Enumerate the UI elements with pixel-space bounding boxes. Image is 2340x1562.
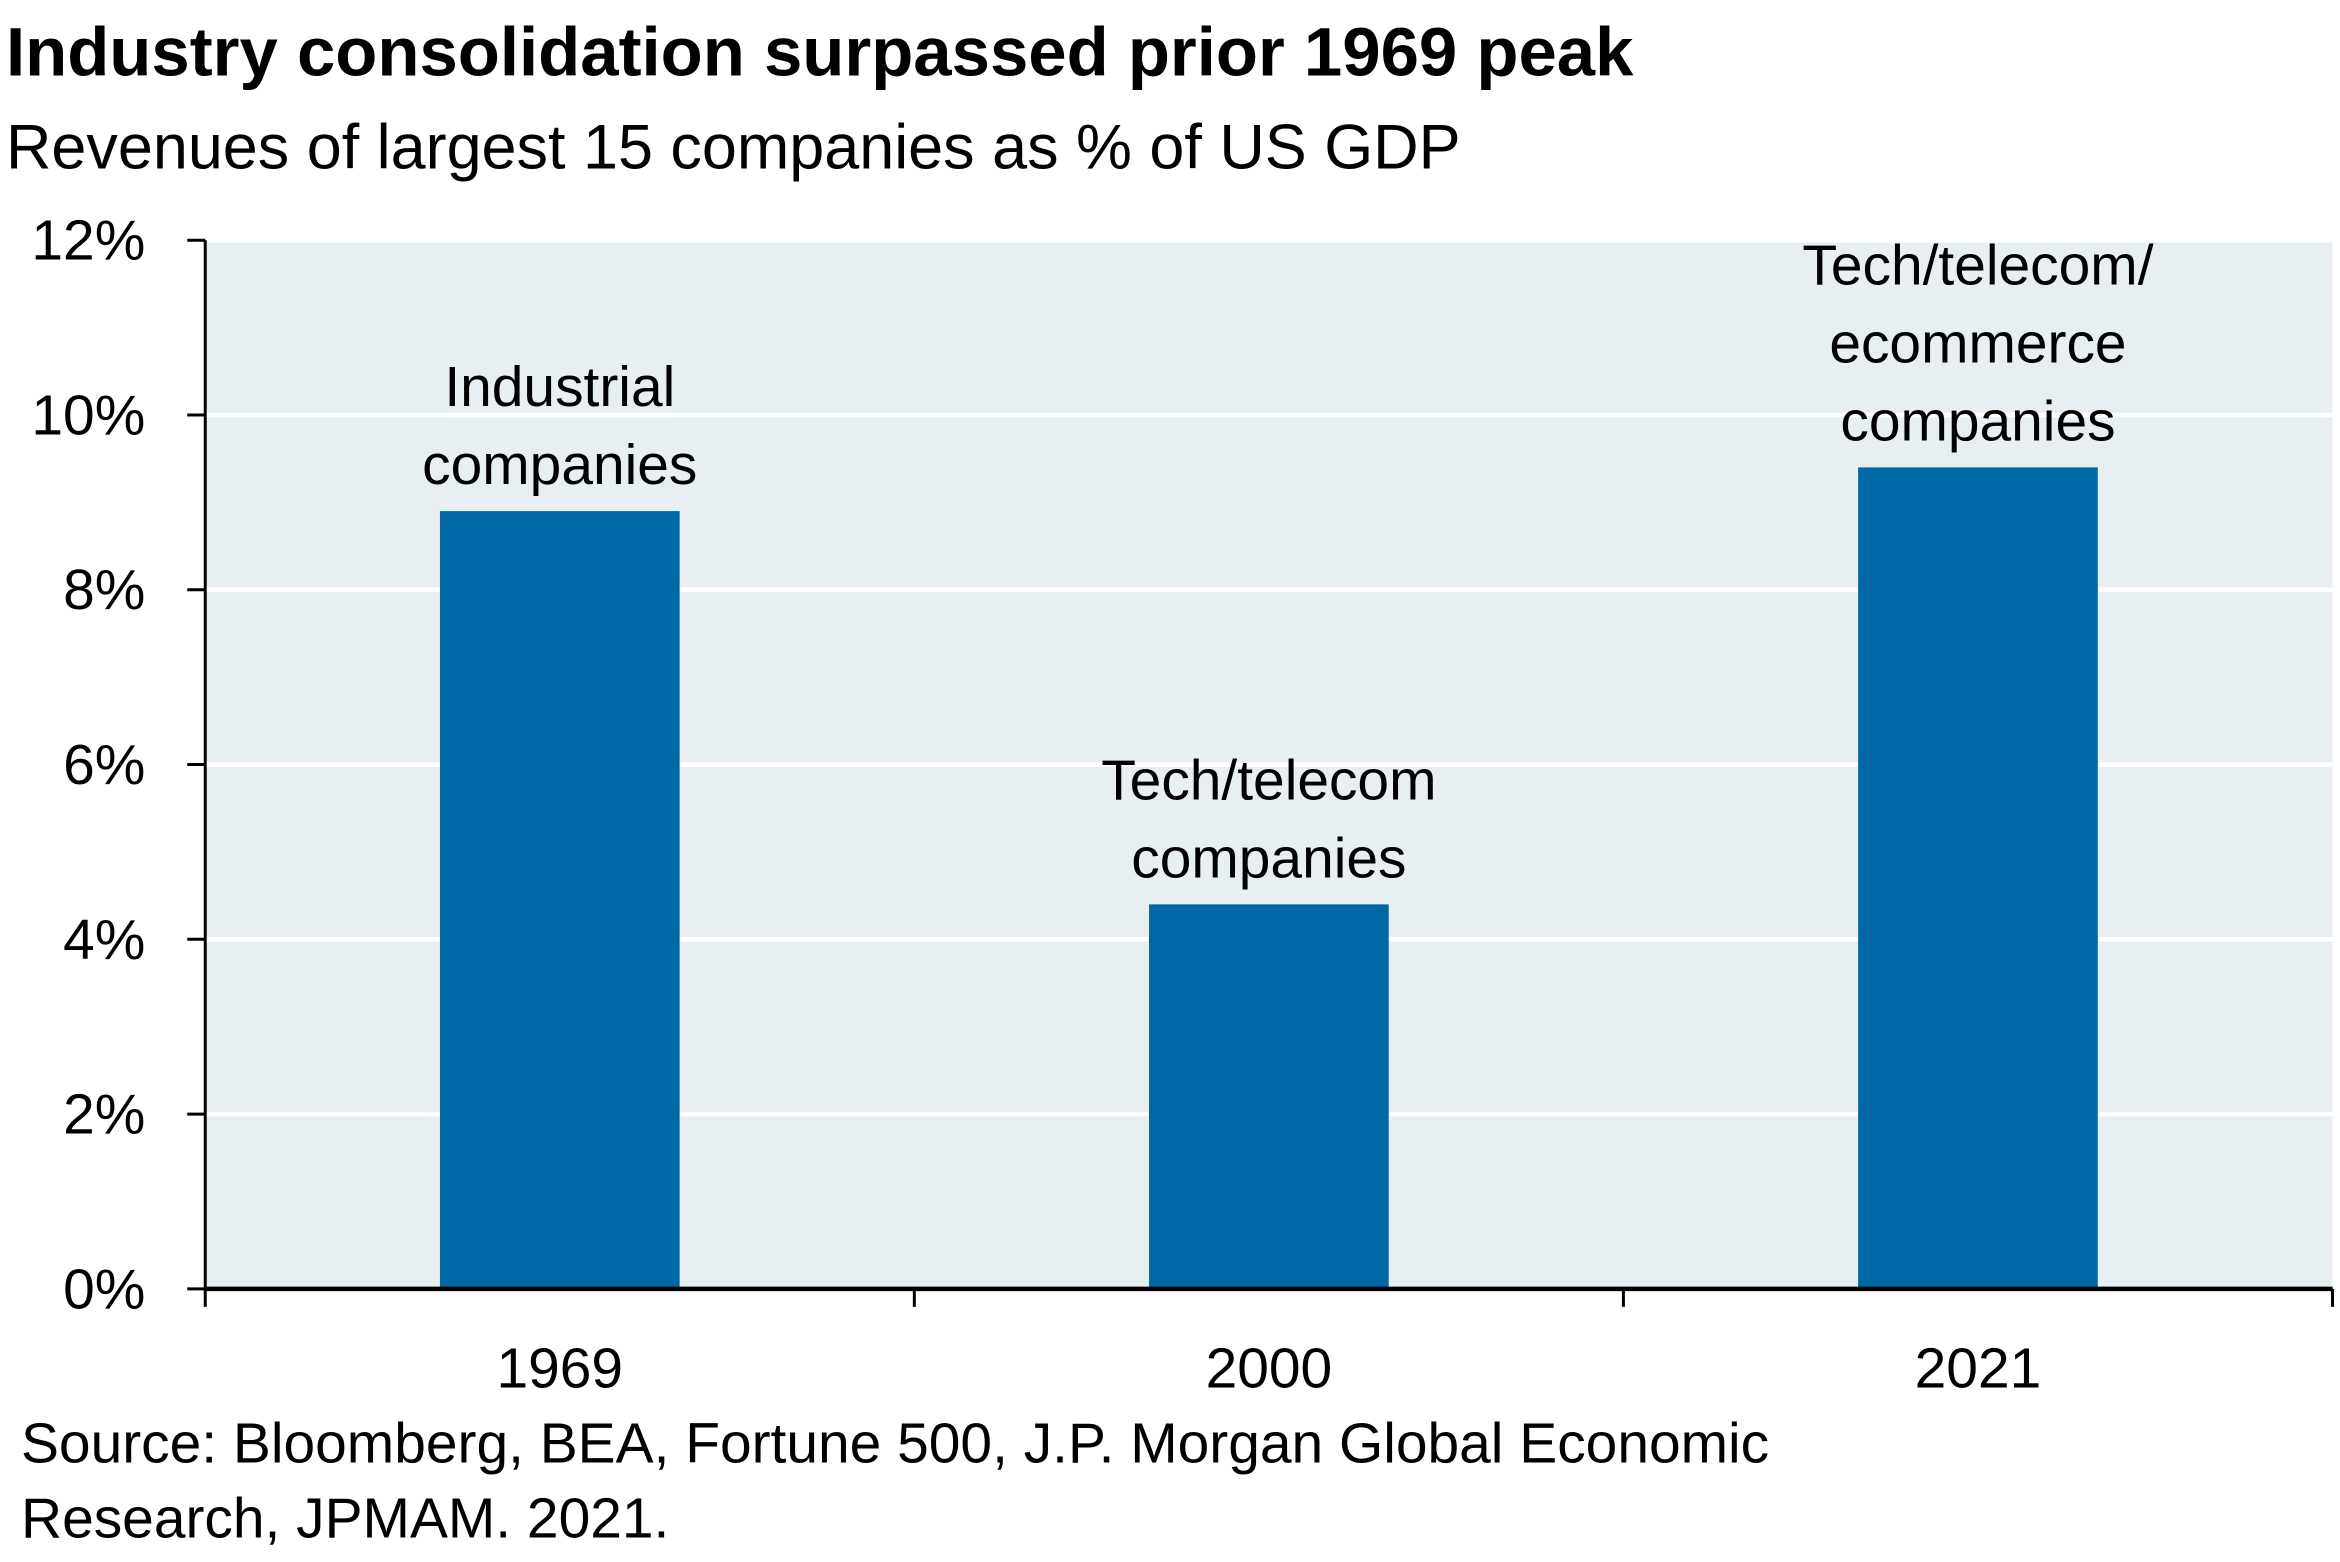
- y-tick-label: 2%: [63, 1083, 145, 1147]
- bar: [1858, 467, 2098, 1289]
- y-tick-label: 8%: [63, 558, 145, 622]
- bar-label: companies: [1131, 826, 1406, 890]
- x-tick-label: 1969: [496, 1337, 623, 1401]
- y-tick-label: 0%: [63, 1257, 145, 1321]
- bar-label: companies: [1840, 389, 2115, 453]
- y-tick-label: 6%: [63, 733, 145, 797]
- x-tick-label: 2021: [1915, 1337, 2042, 1401]
- bar-label: Tech/telecom: [1101, 748, 1436, 812]
- bar: [1149, 904, 1389, 1289]
- source-note: Source: Bloomberg, BEA, Fortune 500, J.P…: [21, 1412, 1769, 1476]
- bar-label: Tech/telecom/: [1802, 234, 2153, 298]
- chart-title: Industry consolidation surpassed prior 1…: [6, 13, 1634, 90]
- bar-label: Industrial: [444, 355, 675, 419]
- source-note: Research, JPMAM. 2021.: [21, 1487, 669, 1551]
- y-tick-label: 12%: [31, 209, 145, 273]
- bar-label: ecommerce: [1829, 312, 2126, 376]
- x-tick-label: 2000: [1206, 1337, 1333, 1401]
- bar: [439, 511, 680, 1289]
- bar-label: companies: [422, 433, 697, 497]
- y-tick-label: 4%: [63, 908, 145, 972]
- y-tick-label: 10%: [31, 383, 145, 447]
- chart-subtitle: Revenues of largest 15 companies as % of…: [6, 112, 1461, 182]
